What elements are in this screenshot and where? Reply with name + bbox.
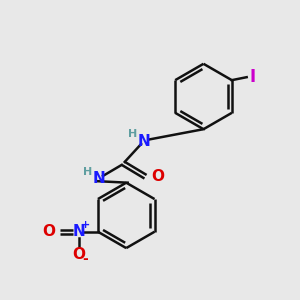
- Text: +: +: [80, 220, 90, 230]
- Text: O: O: [42, 224, 55, 239]
- Text: I: I: [250, 68, 256, 86]
- Text: H: H: [128, 129, 137, 139]
- Text: N: N: [93, 171, 106, 186]
- Text: N: N: [72, 224, 85, 239]
- Text: N: N: [138, 134, 150, 148]
- Text: H: H: [83, 167, 92, 177]
- Text: O: O: [151, 169, 164, 184]
- Text: O: O: [72, 247, 85, 262]
- Text: -: -: [82, 252, 88, 266]
